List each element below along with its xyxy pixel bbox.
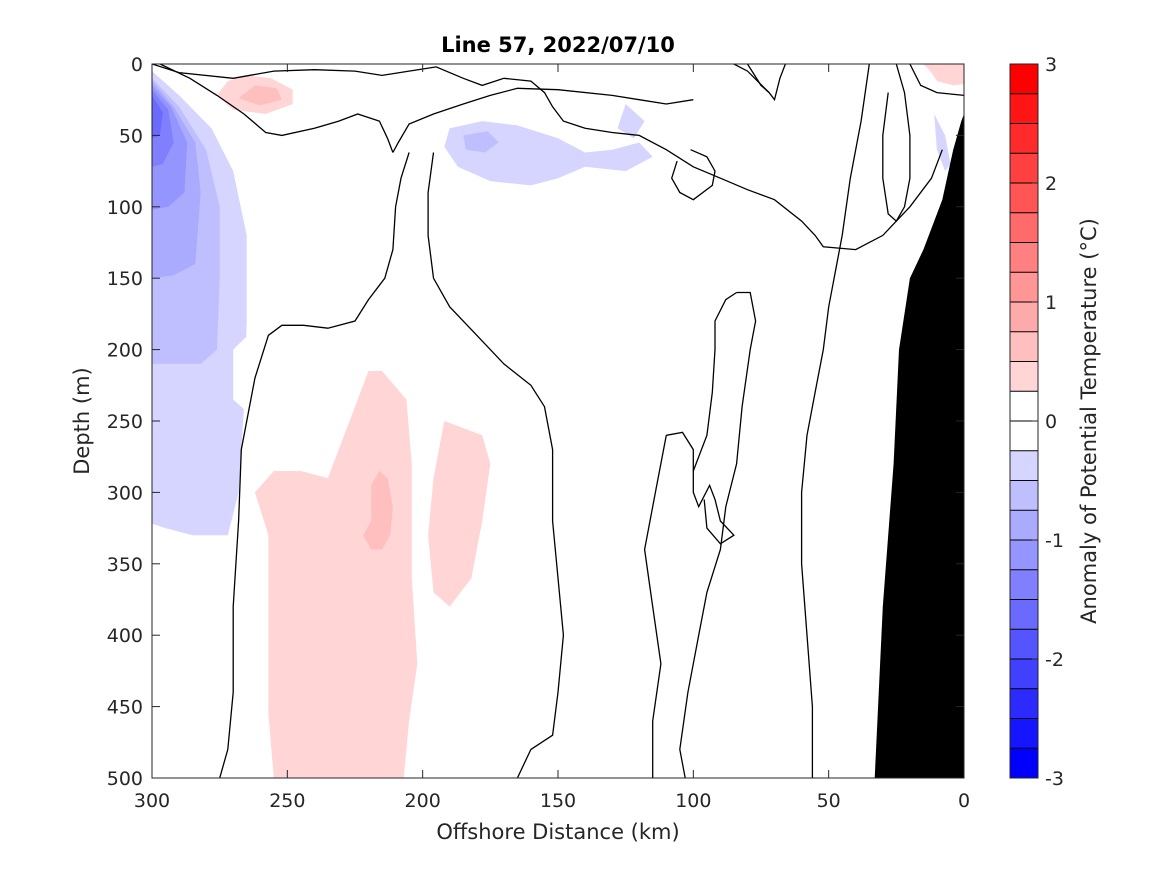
plot-area bbox=[151, 63, 965, 779]
cold-anomaly-region bbox=[152, 95, 163, 139]
colorbar-bin bbox=[1010, 302, 1038, 332]
cold-anomaly-region bbox=[928, 92, 964, 236]
colorbar-bin bbox=[1010, 450, 1038, 481]
warm-anomaly-region bbox=[254, 371, 418, 778]
zero-contour-line bbox=[159, 64, 394, 153]
colorbar-bin bbox=[1010, 361, 1038, 392]
colorbar-bin bbox=[1010, 569, 1038, 600]
zero-contour-layer bbox=[152, 64, 964, 778]
y-tick-label: 350 bbox=[107, 554, 143, 576]
colorbar: -3 -2 -1 0 1 2 3 bbox=[1009, 54, 1064, 790]
colorbar-label: Anomaly of Potential Temperature (°C) bbox=[1077, 218, 1101, 624]
zero-contour-line bbox=[882, 64, 911, 223]
colorbar-bin bbox=[1010, 242, 1038, 273]
colorbar-bin bbox=[1010, 510, 1038, 540]
colorbar-bin bbox=[1010, 718, 1038, 749]
chart-title: Line 57, 2022/07/10 bbox=[441, 33, 675, 57]
y-tick-label: 200 bbox=[107, 340, 143, 362]
colorbar-tick-label: 3 bbox=[1045, 54, 1057, 76]
colorbar-tick-label: -3 bbox=[1045, 768, 1064, 790]
zero-contour-line bbox=[670, 149, 716, 201]
colorbar-bin bbox=[1010, 748, 1038, 778]
bathymetry-layer bbox=[874, 114, 964, 778]
y-tick-label: 250 bbox=[107, 411, 143, 433]
x-tick-label: 150 bbox=[540, 790, 576, 812]
colorbar-bin bbox=[1010, 391, 1038, 421]
colorbar-bin bbox=[1010, 688, 1038, 719]
cold-anomaly-region bbox=[617, 104, 645, 139]
warm-anomaly-region bbox=[428, 421, 491, 607]
y-tick-label: 50 bbox=[119, 125, 143, 147]
colorbar-bin bbox=[1010, 331, 1038, 362]
y-tick-label: 100 bbox=[107, 197, 143, 219]
y-tick-label: 500 bbox=[107, 768, 143, 790]
cold-anomaly-region bbox=[463, 131, 499, 153]
colorbar-tick-label: -1 bbox=[1045, 530, 1064, 552]
x-axis-label: Offshore Distance (km) bbox=[436, 820, 679, 844]
bathymetry-shelf bbox=[874, 114, 964, 778]
colorbar-tick-label: 0 bbox=[1045, 411, 1057, 433]
cold-anomaly-region bbox=[934, 114, 951, 172]
x-tick-label: 200 bbox=[405, 790, 441, 812]
x-tick-label: 250 bbox=[269, 790, 305, 812]
colorbar-bin bbox=[1010, 659, 1038, 689]
colorbar-bin bbox=[1010, 212, 1038, 243]
colorbar-bin bbox=[1010, 599, 1038, 630]
x-axis: 300 250 200 150 100 50 0 bbox=[134, 64, 970, 812]
y-tick-label: 0 bbox=[131, 54, 143, 76]
zero-contour-line bbox=[800, 64, 870, 778]
x-tick-label: 50 bbox=[817, 790, 841, 812]
colorbar-bin bbox=[1010, 629, 1038, 659]
cold-anomaly-region bbox=[595, 285, 613, 343]
zero-contour-line bbox=[679, 291, 757, 778]
warm-anomaly-region bbox=[923, 64, 964, 86]
colorbar-bin bbox=[1010, 421, 1038, 451]
cold-anomaly-region bbox=[742, 114, 835, 300]
y-axis: 0 50 100 150 200 250 300 350 400 450 500 bbox=[107, 54, 964, 790]
zero-contour-line bbox=[427, 152, 565, 778]
y-axis-label: Depth (m) bbox=[70, 367, 94, 474]
colorbar-bin bbox=[1010, 93, 1038, 124]
zero-contour-line bbox=[219, 152, 410, 778]
zero-contour-line bbox=[666, 431, 694, 471]
warm-anomaly-region bbox=[752, 485, 770, 544]
colorbar-tick-label: -2 bbox=[1045, 649, 1064, 671]
zero-contour-line bbox=[909, 64, 964, 97]
zero-contour-line bbox=[392, 87, 694, 153]
zero-contour-line bbox=[152, 64, 943, 251]
x-tick-label: 100 bbox=[675, 790, 711, 812]
colorbar-tick-label: 1 bbox=[1045, 292, 1057, 314]
warm-anomaly-region bbox=[238, 85, 282, 106]
colorbar-bin bbox=[1010, 123, 1038, 154]
y-tick-label: 450 bbox=[107, 697, 143, 719]
y-tick-label: 300 bbox=[107, 482, 143, 504]
y-tick-label: 400 bbox=[107, 625, 143, 647]
colorbar-bin bbox=[1010, 480, 1038, 511]
cold-anomaly-region bbox=[839, 449, 870, 607]
colorbar-bin bbox=[1010, 183, 1038, 213]
cold-anomaly-region bbox=[444, 121, 653, 186]
x-tick-label: 0 bbox=[958, 790, 970, 812]
x-tick-label: 300 bbox=[134, 790, 170, 812]
zero-contour-line bbox=[643, 435, 667, 778]
colorbar-tick-label: 2 bbox=[1045, 173, 1057, 195]
warm-anomaly-region bbox=[363, 471, 393, 550]
colorbar-bin bbox=[1010, 272, 1038, 302]
y-tick-label: 150 bbox=[107, 268, 143, 290]
colorbar-bin bbox=[1010, 540, 1038, 570]
colorbar-bin bbox=[1010, 64, 1038, 94]
colorbar-bin bbox=[1010, 153, 1038, 183]
zero-contour-line bbox=[692, 291, 737, 545]
zero-contour-line bbox=[733, 64, 770, 94]
